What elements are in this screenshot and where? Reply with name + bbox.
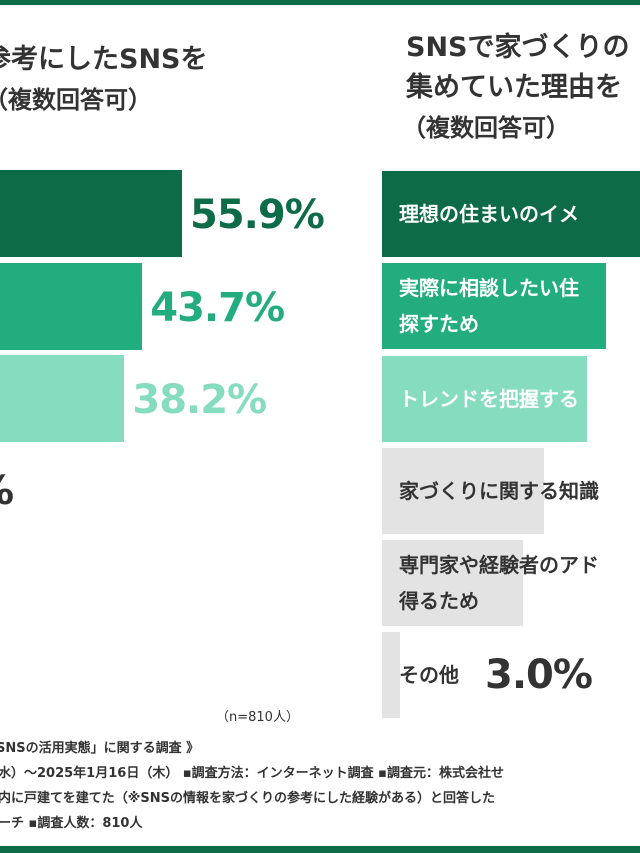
sample-size-note: （n=810人） [216,710,299,725]
bottom-border [0,846,640,853]
right-bar-0 [382,171,640,257]
right-category-label-4-line2: 得るため [399,589,479,613]
right-category-label-0: 理想の住まいのイメ [399,202,579,226]
right-title-line3: （複数回答可） [402,114,570,142]
left-value-label-1: 43.7% [150,285,285,331]
right-category-label-4: 専門家や経験者のアド [399,553,599,577]
right-chart-title: SNSで家づくりの 集めていた理由を （複数回答可） [402,28,630,148]
left-bar-2 [0,355,125,442]
right-title-line2: 集めていた理由を [406,72,622,103]
left-chart-title: 参考にしたSNSを （複数回答可） [0,40,208,120]
right-category-label-1: 実際に相談したい住 [399,276,579,300]
footer-line4: ーチ ▪調査人数：810人 [0,816,143,831]
left-bar-1 [0,263,143,350]
left-title-line2: （複数回答可） [0,86,152,114]
right-category-label-1-line2: 探すため [399,312,479,336]
right-bar-4 [382,540,523,626]
right-bar-3 [382,448,544,534]
footer-line3: 内に戸建てを建てた（※SNSの情報を家づくりの参考にした経験がある）と回答した [0,791,495,806]
top-border [0,0,640,5]
left-value-label-partial: % [0,469,14,513]
right-bar-2 [382,356,587,442]
left-value-label-2: 38.2% [132,377,267,423]
footer-line2: 水）～2025年1月16日（木） ▪調査方法：インターネット調査 ▪調査元：株式… [0,766,504,781]
footer-line1: SNSの活用実態」に関する調査 》 [0,741,200,756]
right-category-label-2: トレンドを把握する [399,387,579,411]
right-category-label-3: 家づくりに関する知識 [399,479,599,503]
right-bar-5 [382,632,400,718]
left-title-line1: 参考にしたSNSを [0,44,208,75]
right-bar-1 [382,263,606,349]
right-title-line1: SNSで家づくりの [406,32,630,63]
right-category-label-5: その他 [399,663,459,687]
left-bar-0 [0,170,182,257]
right-value-label-5: 3.0% [485,652,593,698]
left-value-label-0: 55.9% [190,192,325,238]
